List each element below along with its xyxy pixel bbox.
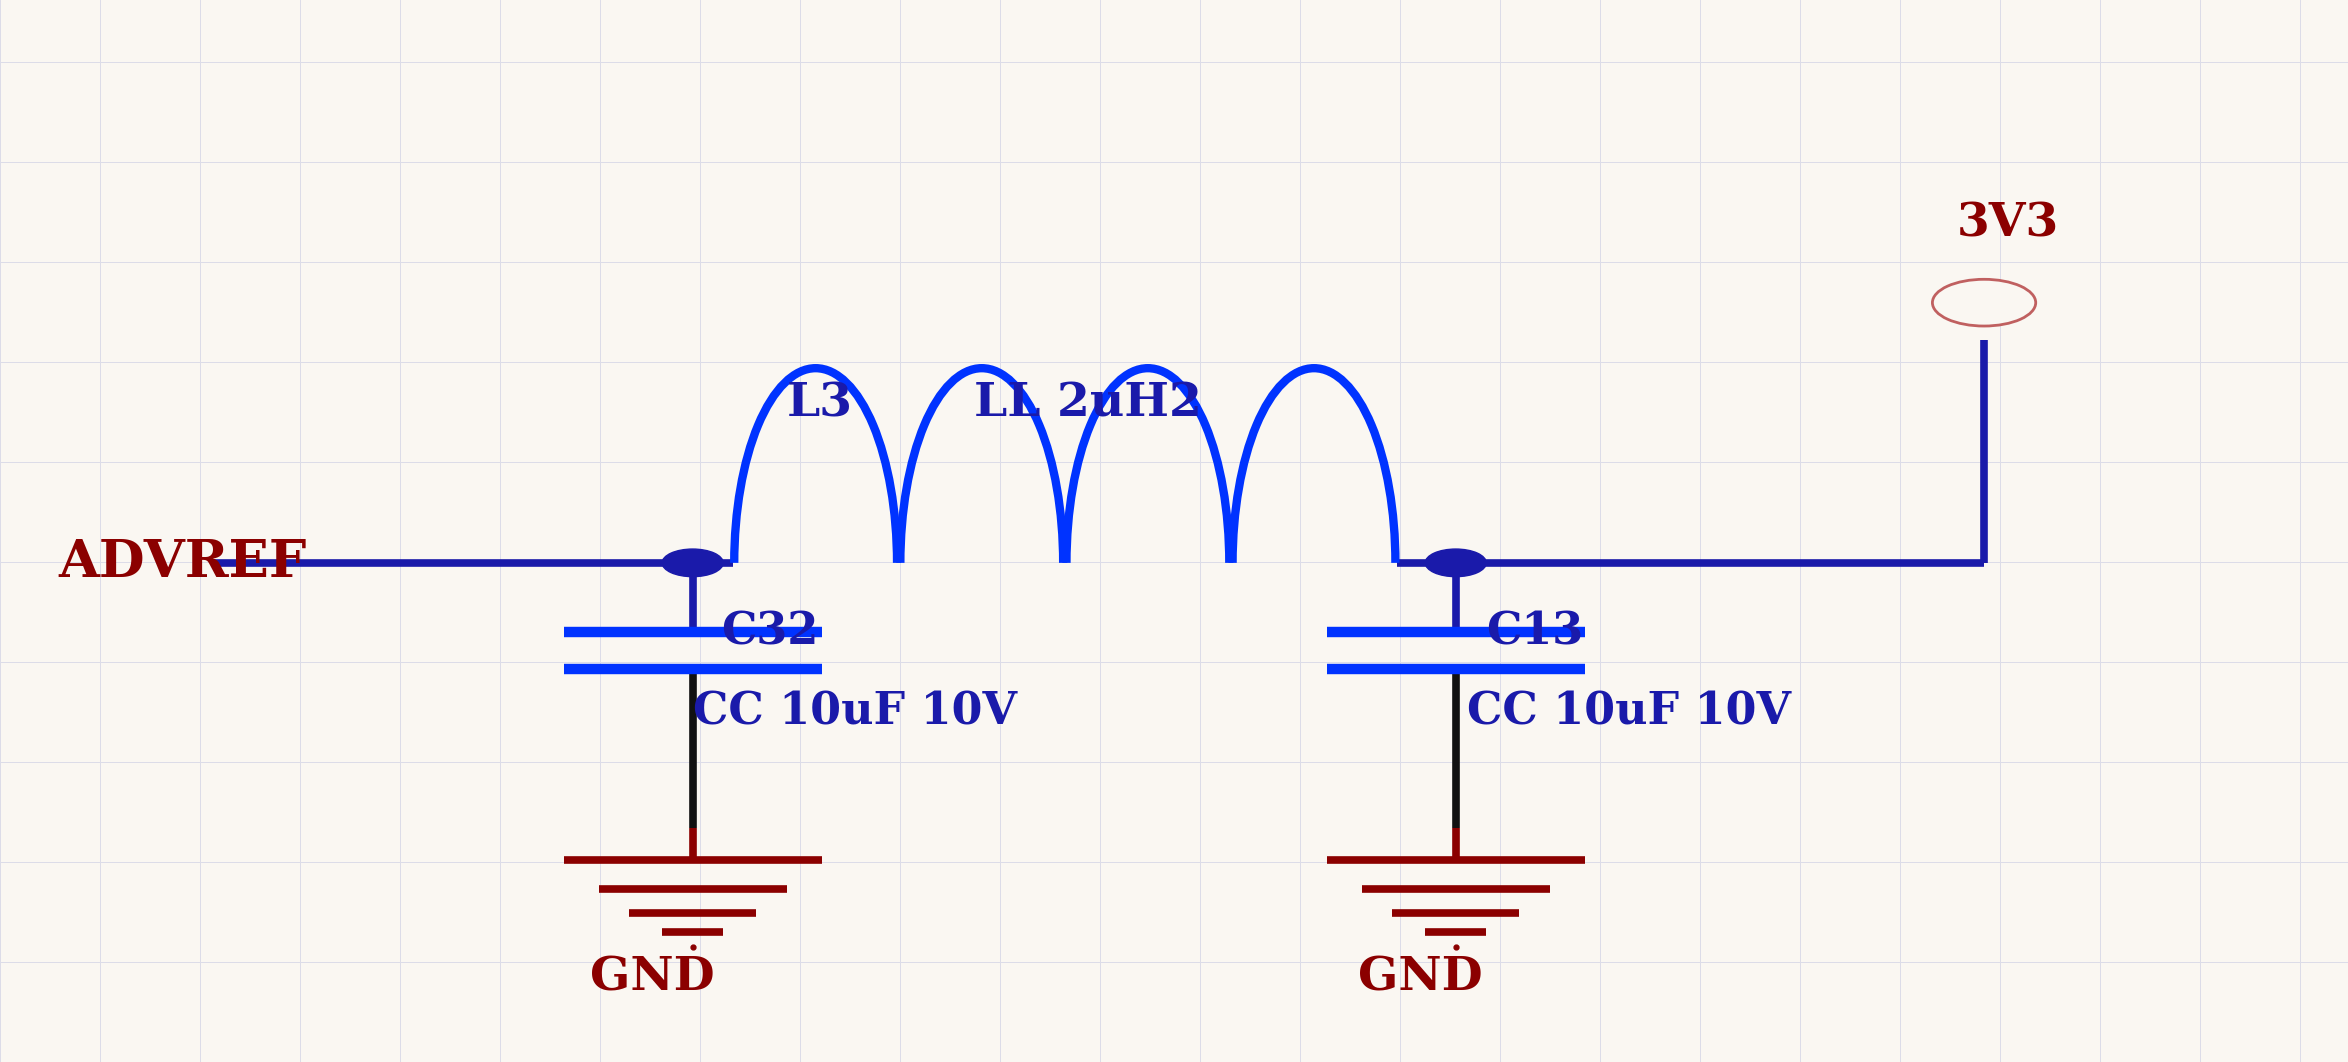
Text: GND: GND (589, 954, 716, 1000)
Text: CC 10uF 10V: CC 10uF 10V (693, 690, 1017, 733)
Text: L3: L3 (787, 380, 852, 427)
Text: ADVREF: ADVREF (59, 537, 308, 588)
Text: LL 2uH2: LL 2uH2 (974, 380, 1202, 427)
Text: CC 10uF 10V: CC 10uF 10V (1468, 690, 1792, 733)
Text: 3V3: 3V3 (1956, 200, 2059, 246)
Circle shape (662, 549, 723, 577)
Text: C32: C32 (721, 611, 817, 653)
Text: C13: C13 (1486, 611, 1583, 653)
Circle shape (1425, 549, 1486, 577)
Circle shape (1932, 279, 2036, 326)
Text: GND: GND (1357, 954, 1484, 1000)
